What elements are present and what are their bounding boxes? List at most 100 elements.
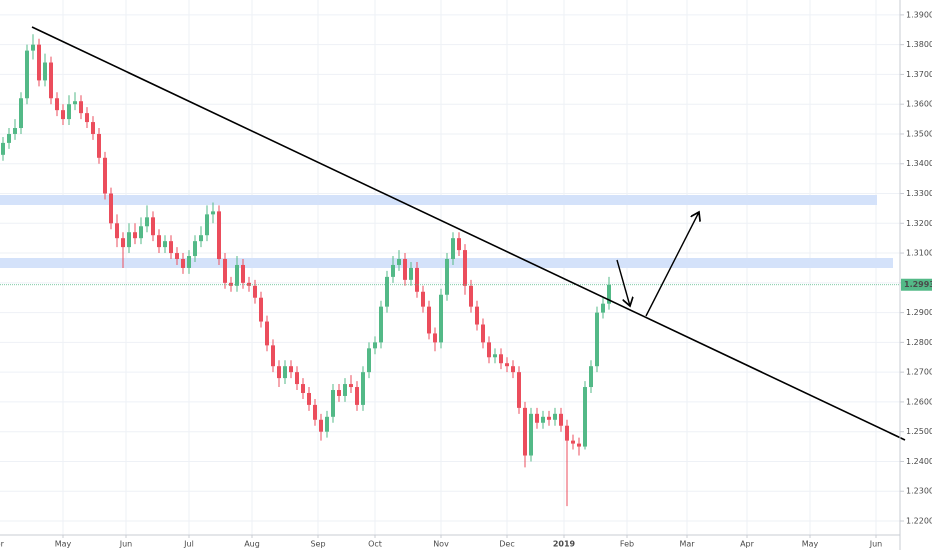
candle-body <box>61 110 65 120</box>
candle-body <box>301 384 305 393</box>
candle-body <box>409 267 413 280</box>
candle-body <box>385 276 389 307</box>
candle-body <box>253 285 257 298</box>
candles <box>0 34 900 507</box>
candle-body <box>325 416 329 432</box>
candle-body <box>511 366 515 373</box>
candle-body <box>565 425 569 441</box>
candle-body <box>469 285 473 307</box>
candle-body <box>109 193 113 224</box>
axes: 1.22000 1.23000 1.24000 1.25000 1.26000 1.270… <box>0 10 932 549</box>
candle-body <box>73 101 77 105</box>
candle-body <box>265 321 269 346</box>
y-tick-label: 1.33000 <box>906 189 932 198</box>
candle-body <box>355 387 359 405</box>
candle-body <box>367 348 371 373</box>
x-tick-label: Apr <box>0 540 5 549</box>
candle-body <box>7 133 11 143</box>
candle-body <box>331 390 335 417</box>
candle-body <box>31 44 35 51</box>
candle-body <box>115 223 119 239</box>
candle-body <box>1 142 5 155</box>
y-tick-label: 1.27000 <box>906 368 932 377</box>
candle-body <box>337 390 341 396</box>
last-price-box <box>901 278 932 291</box>
y-tick-label: 1.32000 <box>906 219 932 228</box>
drawings <box>31 26 906 441</box>
candle-body <box>289 366 293 373</box>
candle-body <box>229 282 233 286</box>
candle-body <box>37 44 41 81</box>
candle-body <box>505 363 509 367</box>
candle-body <box>277 366 281 379</box>
x-tick-label: Oct <box>368 540 382 549</box>
candle-body <box>583 387 587 447</box>
candle-body <box>361 372 365 405</box>
candle-body <box>343 384 347 396</box>
candle-body <box>193 241 197 257</box>
candle-body <box>241 264 245 283</box>
candle-body <box>151 217 155 236</box>
candle-body <box>349 384 353 388</box>
y-tick-label: 1.39000 <box>906 10 932 19</box>
candle-body <box>547 416 551 420</box>
candle-body <box>55 98 59 111</box>
candle-body <box>313 404 317 420</box>
arrow <box>616 259 630 306</box>
candle-body <box>25 50 29 99</box>
candle-body <box>139 226 143 239</box>
candle-body <box>559 413 563 426</box>
x-tick-label: Jun <box>869 540 883 549</box>
candle-body <box>85 113 89 123</box>
candle-body <box>187 256 191 268</box>
x-tick-label: Mar <box>679 540 695 549</box>
y-tick-label: 1.36000 <box>906 100 932 109</box>
arrow <box>645 212 699 317</box>
candle-body <box>97 133 101 158</box>
candle-body <box>475 306 479 325</box>
y-tick-label: 1.23000 <box>906 487 932 496</box>
candle-body <box>373 342 377 349</box>
candle-body <box>487 342 491 358</box>
candle-body <box>523 407 527 456</box>
candle-body <box>397 259 401 265</box>
candle-body <box>589 366 593 388</box>
y-tick-label: 1.34000 <box>906 159 932 168</box>
candle-body <box>457 238 461 251</box>
candle-body <box>271 345 275 367</box>
y-tick-label: 1.31000 <box>906 249 932 258</box>
candle-body <box>541 416 545 423</box>
candle-body <box>91 122 95 134</box>
y-tick-label: 1.35000 <box>906 129 932 138</box>
candle-body <box>295 372 299 385</box>
candle-body <box>595 312 599 367</box>
candle-body <box>433 333 437 343</box>
candle-body <box>19 98 23 129</box>
candle-body <box>529 413 533 456</box>
candle-body <box>169 241 173 254</box>
candle-body <box>415 267 419 292</box>
candle-body <box>133 232 137 239</box>
y-tick-label: 1.28000 <box>906 338 932 347</box>
x-tick-label: May <box>802 540 819 549</box>
y-tick-label: 1.22000 <box>906 517 932 526</box>
candle-body <box>223 259 227 283</box>
candle-body <box>427 306 431 334</box>
resistance-zone <box>0 195 877 205</box>
x-tick-label: Jul <box>183 540 194 549</box>
last-price-label: 1.29936 <box>904 280 932 289</box>
candle-body <box>421 291 425 307</box>
candle-body <box>259 297 263 322</box>
x-tick-label: Aug <box>244 540 260 549</box>
trend-line <box>31 26 906 441</box>
candle-body <box>451 238 455 260</box>
candle-body <box>205 214 209 236</box>
candle-body <box>121 238 125 248</box>
x-tick-label: Apr <box>740 540 755 549</box>
candle-body <box>79 101 83 114</box>
y-tick-label: 1.37000 <box>906 70 932 79</box>
candle-body <box>67 104 71 120</box>
candle-body <box>13 128 17 134</box>
candle-body <box>445 259 449 295</box>
candle-body <box>307 392 311 405</box>
